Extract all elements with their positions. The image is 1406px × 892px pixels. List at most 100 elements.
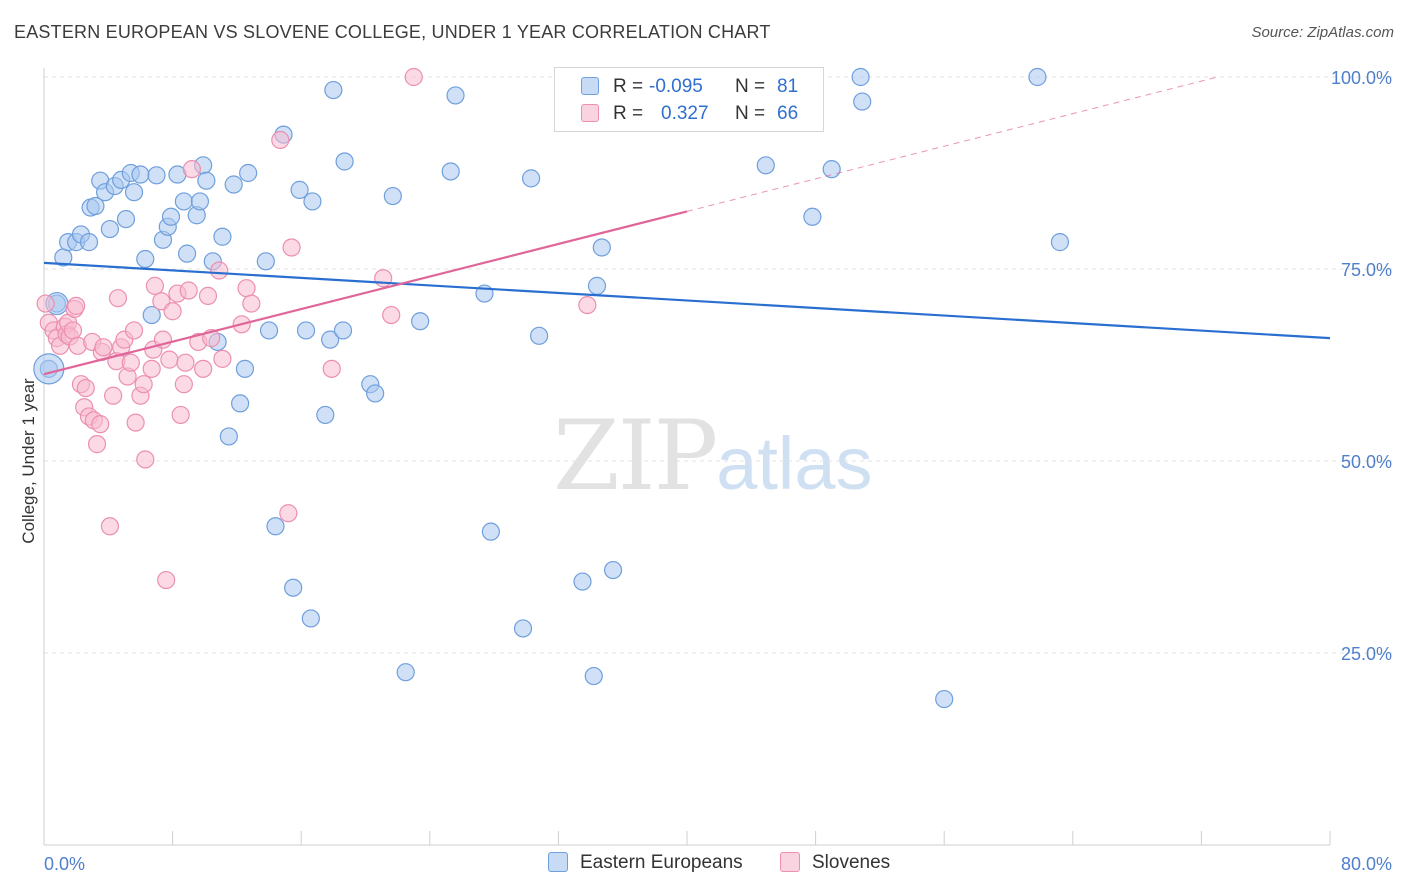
data-point [126, 413, 145, 432]
data-point [259, 321, 279, 340]
data-point [366, 384, 385, 403]
legend-n-value: 66 [777, 103, 799, 124]
legend-r-label: R = [613, 103, 644, 124]
legend-r-label: R = [613, 76, 644, 97]
legend-n-label: N = [735, 76, 766, 97]
data-point [179, 281, 198, 300]
y-tick-label: 100.0% [1331, 68, 1392, 88]
data-point [134, 375, 153, 394]
data-point [239, 163, 258, 183]
data-point [603, 560, 623, 580]
source-credit: Source: ZipAtlas.com [1251, 24, 1394, 41]
data-point [194, 359, 213, 378]
data-point [198, 286, 218, 305]
data-point [100, 219, 120, 239]
data-point [822, 160, 841, 179]
y-tick-label: 50.0% [1341, 452, 1392, 472]
data-point [86, 196, 105, 216]
y-axis-title: College, Under 1 year [19, 378, 38, 544]
legend-n-value: 81 [777, 76, 799, 97]
data-point [147, 166, 166, 185]
legend-swatch-pink [780, 852, 800, 872]
data-point [316, 405, 335, 425]
legend-label: Eastern Europeans [580, 852, 743, 873]
data-point [282, 238, 301, 257]
data-point [333, 321, 353, 340]
data-point [237, 279, 256, 298]
data-point [142, 305, 161, 325]
data-point [383, 186, 402, 206]
data-point [108, 289, 128, 308]
tick-labels: 25.0% 50.0% 75.0% 100.0% 0.0% 80.0% College, U… [19, 68, 1392, 874]
data-point [301, 609, 320, 628]
data-point [213, 227, 232, 246]
x-tick-label: 0.0% [44, 854, 85, 874]
legend-n-label: N = [735, 103, 766, 124]
data-point [584, 666, 603, 686]
data-point [94, 338, 113, 357]
data-point [279, 504, 298, 523]
data-point [530, 326, 549, 345]
data-point [67, 296, 86, 315]
data-point [145, 276, 165, 295]
data-point [382, 305, 401, 325]
data-point [182, 160, 201, 179]
y-tick-label: 75.0% [1341, 260, 1392, 280]
data-point [174, 192, 193, 211]
data-point [271, 130, 290, 150]
data-point [578, 295, 597, 315]
data-point [324, 80, 343, 100]
data-point [174, 375, 193, 394]
series-eastern-europeans [33, 67, 1070, 709]
x-tick-label: 80.0% [1341, 854, 1392, 874]
data-point [33, 353, 65, 385]
data-point [104, 386, 123, 405]
data-point [851, 67, 870, 87]
trend-line-eastern-europeans [43, 261, 1331, 340]
data-point [124, 183, 144, 202]
data-point [87, 435, 107, 454]
data-point [100, 517, 120, 536]
data-point [803, 207, 822, 226]
axes [43, 68, 1331, 846]
data-point [161, 207, 181, 226]
legend-label: Slovenes [812, 852, 891, 873]
data-point [303, 192, 322, 211]
data-point [446, 86, 465, 105]
legend-r-value: -0.095 [649, 76, 703, 97]
data-point [213, 349, 232, 368]
data-point [224, 175, 243, 194]
trend-line-slovenes-extension [686, 76, 1218, 212]
data-point [176, 353, 195, 372]
legend-swatch-blue [548, 852, 568, 872]
data-point [935, 689, 954, 709]
data-point [131, 165, 150, 184]
watermark-zip: ZIP [553, 400, 718, 512]
data-point [411, 312, 430, 331]
data-point [521, 169, 541, 188]
data-point [756, 156, 775, 175]
data-point [197, 171, 216, 190]
data-point [79, 233, 99, 252]
series-slovenes [36, 67, 597, 590]
stats-legend: R = -0.095 N = 81 R = 0.327 N = 66 [554, 67, 824, 132]
data-point [266, 517, 285, 536]
data-point [190, 192, 210, 211]
data-point [335, 152, 354, 171]
data-point [210, 261, 229, 280]
data-point [296, 321, 316, 340]
data-point [124, 321, 144, 340]
data-point [63, 321, 83, 340]
data-point [404, 67, 423, 87]
chart-title: EASTERN EUROPEAN VS SLOVENE COLLEGE, UND… [14, 22, 771, 42]
data-point [235, 359, 255, 378]
data-point [160, 350, 179, 369]
trend-lines [43, 76, 1331, 376]
data-point [136, 249, 155, 269]
legend-swatch-blue [581, 77, 599, 95]
data-point [219, 427, 238, 446]
y-tick-label: 25.0% [1341, 644, 1392, 664]
data-point [121, 353, 140, 372]
data-point [171, 405, 190, 425]
